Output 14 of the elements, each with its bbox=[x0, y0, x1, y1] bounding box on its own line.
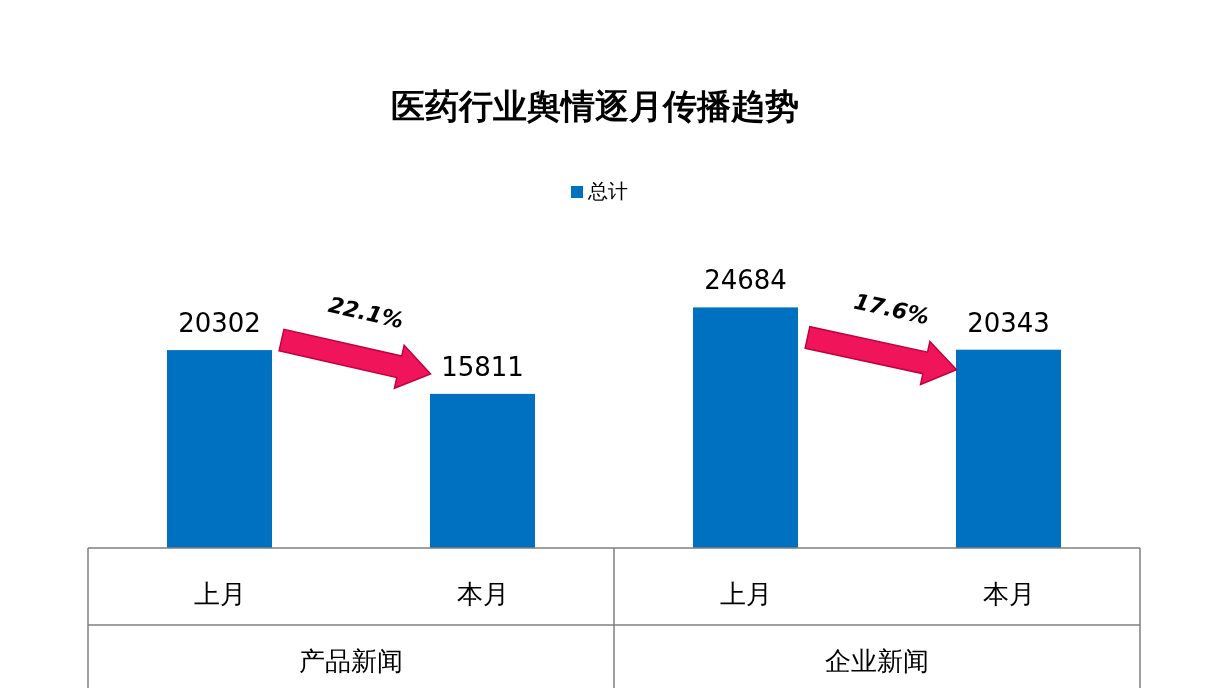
x-tick-label: 上月 bbox=[719, 579, 772, 609]
text: 企业新闻 bbox=[825, 646, 929, 676]
annotation: 17.6% bbox=[851, 288, 932, 330]
data-label: 20343 bbox=[967, 307, 1050, 338]
text: 产品新闻 bbox=[299, 646, 403, 676]
annotation: 22.1% bbox=[326, 292, 407, 334]
legend-label: 总计 bbox=[587, 179, 628, 203]
chart-title: 医药行业舆情逐月传播趋势 bbox=[391, 86, 799, 126]
data-label: 20302 bbox=[178, 308, 261, 339]
x-tick-label: 上月 bbox=[193, 579, 246, 609]
data-label: 24684 bbox=[704, 265, 787, 296]
x-tick-label: 本月 bbox=[456, 579, 509, 609]
data-label: 15811 bbox=[441, 351, 524, 382]
x-tick-label: 本月 bbox=[982, 579, 1035, 609]
